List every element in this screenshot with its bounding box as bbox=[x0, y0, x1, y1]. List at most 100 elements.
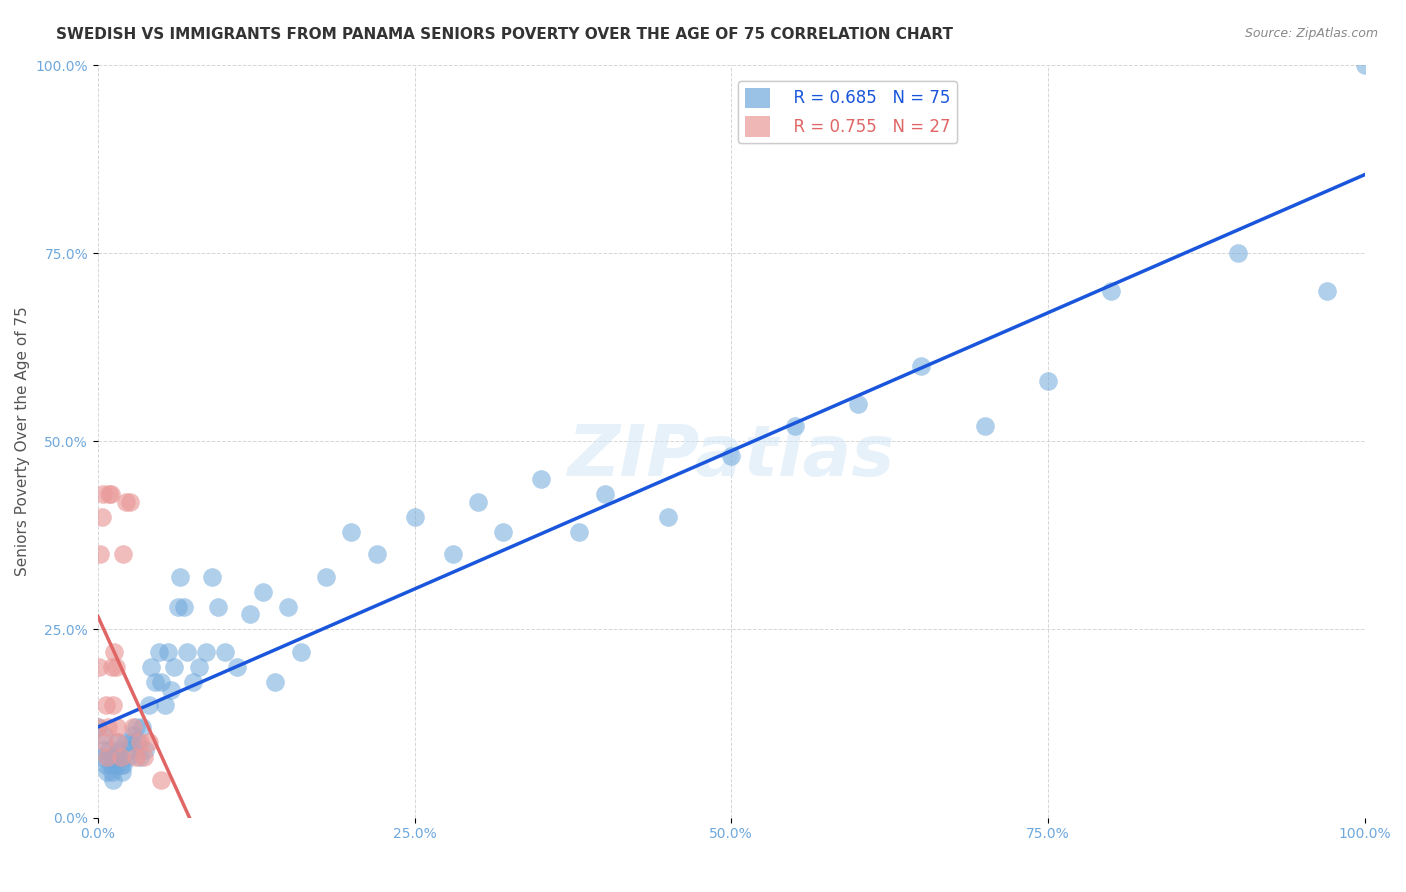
Point bbox=[568, 524, 591, 539]
Point bbox=[404, 509, 426, 524]
Point bbox=[132, 750, 155, 764]
Point bbox=[101, 698, 124, 712]
Point bbox=[87, 720, 110, 734]
Point bbox=[226, 660, 249, 674]
Point bbox=[101, 772, 124, 787]
Point bbox=[105, 735, 128, 749]
Point bbox=[657, 509, 679, 524]
Point bbox=[91, 487, 114, 501]
Point bbox=[101, 765, 124, 780]
Point bbox=[89, 660, 111, 674]
Point bbox=[98, 743, 121, 757]
Point bbox=[98, 487, 121, 501]
Point bbox=[277, 599, 299, 614]
Point bbox=[1227, 246, 1250, 260]
Point bbox=[134, 743, 156, 757]
Point bbox=[122, 728, 145, 742]
Point bbox=[1099, 284, 1122, 298]
Point bbox=[910, 359, 932, 373]
Point bbox=[103, 645, 125, 659]
Point bbox=[143, 675, 166, 690]
Point bbox=[366, 547, 388, 561]
Point bbox=[264, 675, 287, 690]
Point bbox=[110, 758, 132, 772]
Point bbox=[91, 743, 114, 757]
Point bbox=[530, 472, 553, 486]
Point bbox=[100, 758, 122, 772]
Point bbox=[1036, 374, 1059, 388]
Point bbox=[127, 735, 149, 749]
Point bbox=[176, 645, 198, 659]
Point bbox=[97, 720, 120, 734]
Point bbox=[720, 450, 742, 464]
Point bbox=[188, 660, 211, 674]
Point bbox=[125, 720, 148, 734]
Point bbox=[239, 607, 262, 622]
Text: Source: ZipAtlas.com: Source: ZipAtlas.com bbox=[1244, 27, 1378, 40]
Point bbox=[340, 524, 363, 539]
Point bbox=[128, 735, 150, 749]
Point bbox=[153, 698, 176, 712]
Y-axis label: Seniors Poverty Over the Age of 75: Seniors Poverty Over the Age of 75 bbox=[15, 307, 30, 576]
Point bbox=[97, 750, 120, 764]
Point bbox=[173, 599, 195, 614]
Point bbox=[166, 599, 188, 614]
Point bbox=[169, 570, 191, 584]
Point bbox=[90, 509, 112, 524]
Point bbox=[107, 735, 129, 749]
Point bbox=[93, 728, 115, 742]
Point bbox=[117, 750, 139, 764]
Point bbox=[114, 494, 136, 508]
Point bbox=[112, 547, 135, 561]
Point bbox=[846, 397, 869, 411]
Point bbox=[89, 547, 111, 561]
Point bbox=[467, 494, 489, 508]
Point bbox=[138, 735, 160, 749]
Point bbox=[148, 645, 170, 659]
Point bbox=[103, 750, 125, 764]
Point bbox=[150, 772, 173, 787]
Point bbox=[150, 675, 173, 690]
Point bbox=[122, 720, 145, 734]
Point bbox=[138, 698, 160, 712]
Point bbox=[94, 758, 117, 772]
Point bbox=[492, 524, 515, 539]
Point bbox=[112, 758, 135, 772]
Point bbox=[593, 487, 616, 501]
Point bbox=[1316, 284, 1339, 298]
Point bbox=[139, 660, 162, 674]
Point bbox=[207, 599, 229, 614]
Point bbox=[156, 645, 179, 659]
Point bbox=[107, 743, 129, 757]
Point bbox=[121, 735, 143, 749]
Point bbox=[201, 570, 224, 584]
Text: ZIPatlas: ZIPatlas bbox=[568, 422, 896, 491]
Point bbox=[194, 645, 217, 659]
Point bbox=[118, 494, 141, 508]
Point bbox=[181, 675, 204, 690]
Point bbox=[163, 660, 186, 674]
Point bbox=[90, 750, 112, 764]
Point bbox=[93, 735, 115, 749]
Point bbox=[111, 765, 134, 780]
Point bbox=[214, 645, 236, 659]
Point bbox=[160, 682, 183, 697]
Point bbox=[290, 645, 312, 659]
Point bbox=[114, 735, 136, 749]
Point bbox=[94, 698, 117, 712]
Point bbox=[118, 743, 141, 757]
Point bbox=[252, 585, 274, 599]
Point bbox=[973, 419, 995, 434]
Point bbox=[110, 750, 132, 764]
Point bbox=[100, 487, 122, 501]
Point bbox=[105, 720, 128, 734]
Point bbox=[128, 750, 150, 764]
Text: SWEDISH VS IMMIGRANTS FROM PANAMA SENIORS POVERTY OVER THE AGE OF 75 CORRELATION: SWEDISH VS IMMIGRANTS FROM PANAMA SENIOR… bbox=[56, 27, 953, 42]
Point bbox=[108, 750, 131, 764]
Point bbox=[104, 660, 127, 674]
Point bbox=[783, 419, 806, 434]
Point bbox=[101, 660, 124, 674]
Legend:   R = 0.685   N = 75,   R = 0.755   N = 27: R = 0.685 N = 75, R = 0.755 N = 27 bbox=[738, 81, 957, 144]
Point bbox=[96, 765, 118, 780]
Point bbox=[104, 758, 127, 772]
